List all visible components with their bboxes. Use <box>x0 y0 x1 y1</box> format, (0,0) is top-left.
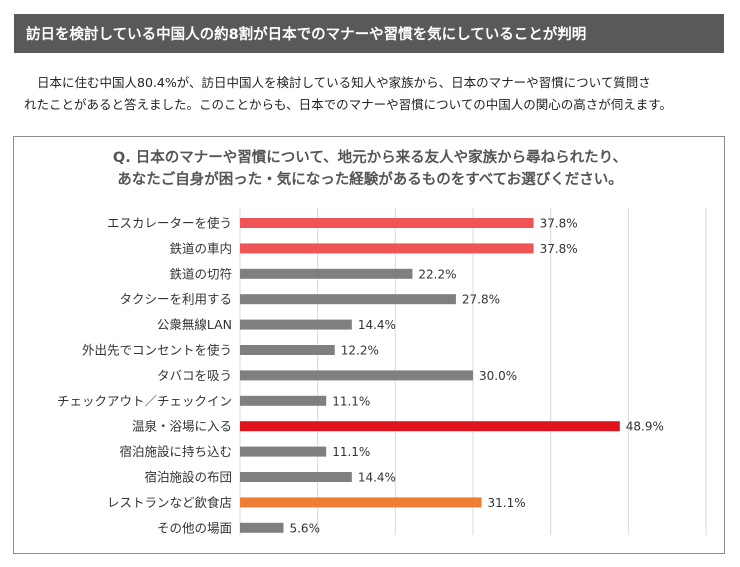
bar <box>240 370 473 381</box>
bar <box>240 294 456 305</box>
value-label: 37.8% <box>540 217 578 231</box>
chart-question-line-2: あなたご自身が困った・気になった経験があるものをすべてお選びください。 <box>117 172 623 188</box>
category-label: その他の場面 <box>157 520 232 535</box>
bar <box>240 243 534 254</box>
category-label: エスカレーターを使う <box>107 216 232 231</box>
value-label: 11.1% <box>332 445 370 459</box>
category-label: 温泉・浴場に入る <box>132 419 232 434</box>
category-label: タクシーを利用する <box>119 292 232 307</box>
value-label: 27.8% <box>462 293 500 307</box>
category-label: タバコを吸う <box>157 368 232 383</box>
bar <box>240 218 534 228</box>
intro-text: 日本に住む中国人80.4%が、訪日中国人を検討している知人や家族から、日本のマナ… <box>24 72 724 116</box>
category-label: 宿泊施設に持ち込む <box>119 444 232 459</box>
value-label: 14.4% <box>358 318 396 332</box>
bar <box>240 345 335 355</box>
value-label: 11.1% <box>332 394 370 408</box>
intro-line-1: 日本に住む中国人80.4%が、訪日中国人を検討している知人や家族から、日本のマナ… <box>37 75 651 90</box>
chart-frame <box>13 136 725 554</box>
value-label: 31.1% <box>488 496 526 510</box>
bar <box>240 319 352 330</box>
header-title: 訪日を検討している中国人の約8割が日本でのマナーや習慣を気にしていることが判明 <box>14 14 724 53</box>
bar <box>240 395 327 406</box>
bar <box>240 268 413 279</box>
category-label: 外出先でコンセントを使う <box>82 343 232 358</box>
category-label: 鉄道の切符 <box>169 266 232 281</box>
bar <box>240 497 482 508</box>
value-label: 30.0% <box>479 369 517 383</box>
bar <box>240 472 352 482</box>
value-label: 22.2% <box>418 267 456 281</box>
category-label: レストランなど飲食店 <box>107 495 232 510</box>
category-label: 宿泊施設の布団 <box>144 470 232 485</box>
value-label: 5.6% <box>289 521 320 535</box>
category-label: 公衆無線LAN <box>157 317 232 332</box>
intro-line-2: れたことがあると答えました。このことからも、日本でのマナーや習慣についての中国人… <box>24 97 673 112</box>
value-label: 12.2% <box>341 344 379 358</box>
bar <box>240 446 327 457</box>
value-label: 37.8% <box>540 242 578 256</box>
bar <box>240 421 620 432</box>
category-label: 鉄道の車内 <box>169 241 232 256</box>
chart-question-line-1: Q. 日本のマナーや習慣について、地元から来る友人や家族から尋ねられたり、 <box>112 150 628 166</box>
value-label: 14.4% <box>358 471 396 485</box>
value-label: 48.9% <box>626 420 664 434</box>
bar <box>240 522 284 533</box>
category-label: チェックアウト／チェックイン <box>57 393 232 408</box>
